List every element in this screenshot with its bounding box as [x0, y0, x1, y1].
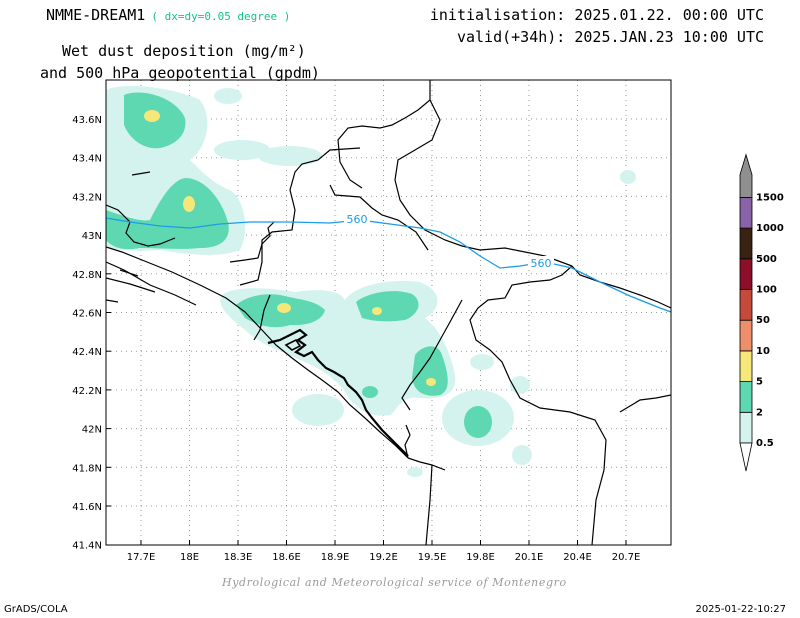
map-frame — [105, 79, 672, 546]
colorbar-segment — [739, 289, 753, 321]
colorbar-label: 500 — [756, 254, 777, 265]
lat-tick-label: 43.6N — [72, 115, 102, 126]
lat-tick-label: 42.4N — [72, 347, 102, 358]
longitude-labels: 17.7E 18E 18.3E 18.6E 18.9E 19.2E 19.5E 19.8E 20… — [127, 552, 641, 563]
colorbar-label: 100 — [756, 285, 777, 296]
lon-tick-label: 17.7E — [127, 552, 156, 563]
geopotential-560-contour — [106, 217, 671, 313]
credit-line: Hydrological and Meteorological service … — [222, 576, 567, 589]
coast-and-borders — [106, 80, 671, 545]
lat-tick-label: 41.6N — [72, 502, 102, 513]
colorbar-label: 10 — [756, 346, 770, 357]
colorbar-label: 2 — [756, 407, 763, 418]
deposition-level-2 — [106, 92, 492, 438]
colorbar-label: 1500 — [756, 192, 784, 203]
lon-tick-label: 18E — [180, 552, 199, 563]
lat-tick-label: 42.8N — [72, 270, 102, 281]
lon-tick-label: 18.9E — [321, 552, 350, 563]
contour-label-1: 560 — [347, 213, 368, 226]
lat-tick-label: 41.8N — [72, 463, 102, 474]
lat-tick-label: 42.2N — [72, 386, 102, 397]
lon-tick-label: 20.1E — [515, 552, 544, 563]
colorbar-label: 50 — [756, 315, 770, 326]
colorbar-segment — [739, 319, 753, 352]
deposition-field — [106, 80, 671, 545]
lat-tick-label: 41.4N — [72, 541, 102, 552]
lat-tick-label: 42N — [82, 425, 102, 436]
lon-tick-label: 20.4E — [563, 552, 592, 563]
lon-tick-label: 19.5E — [418, 552, 447, 563]
colorbar-segment — [739, 153, 753, 198]
lon-tick-label: 20.7E — [612, 552, 641, 563]
lon-tick-label: 18.3E — [224, 552, 253, 563]
map-title-line2: and 500 hPa geopotential (gpdm) — [40, 64, 320, 82]
colorbar-label: 1000 — [756, 223, 784, 234]
lat-tick-label: 43N — [82, 231, 102, 242]
colorbar-label: 0.5 — [756, 438, 774, 449]
colorbar-segment — [739, 381, 753, 413]
colorbar-segment — [739, 196, 753, 229]
contour-label-2: 560 — [531, 257, 552, 270]
latitude-labels: 43.6N 43.4N 43.2N 43N 42.8N 42.6N 42.4N 42.2N 42… — [72, 115, 102, 552]
lat-tick-label: 43.4N — [72, 154, 102, 165]
valid-time: valid(+34h): 2025.JAN.23 10:00 UTC — [456, 28, 764, 46]
map-title-line1: Wet dust deposition (mg/m²) — [62, 42, 306, 60]
bay-of-kotor — [284, 338, 302, 351]
colorbar-bottom-arrow — [739, 442, 753, 472]
colorbar-segment — [739, 227, 753, 260]
timestamp-label: 2025-01-22-10:27 — [695, 604, 786, 615]
lon-tick-label: 19.8E — [466, 552, 495, 563]
init-time: initialisation: 2025.01.22. 00:00 UTC — [429, 6, 764, 24]
lon-tick-label: 19.2E — [369, 552, 398, 563]
colorbar-segment — [739, 411, 753, 444]
lat-tick-label: 42.6N — [72, 309, 102, 320]
lat-tick-label: 43.2N — [72, 192, 102, 203]
resolution-label: ( dx=dy=0.05 degree ) — [151, 10, 291, 23]
montenegro-coastline — [267, 328, 409, 457]
colorbar-segment — [739, 258, 753, 290]
colorbar-segment — [739, 350, 753, 382]
contour-label-bg-2 — [528, 256, 554, 270]
deposition-level-5 — [144, 110, 436, 386]
contour-label-bg-1 — [344, 212, 370, 226]
software-label: GrADS/COLA — [4, 604, 68, 615]
model-title: NMME-DREAM1 ( dx=dy=0.05 degree ) — [46, 6, 290, 24]
colorbar-label: 5 — [756, 377, 763, 388]
model-name: NMME-DREAM1 — [46, 6, 146, 24]
lon-tick-label: 18.6E — [272, 552, 301, 563]
colorbar: 0.5 2 5 10 50 100 500 1000 1500 — [739, 153, 784, 472]
